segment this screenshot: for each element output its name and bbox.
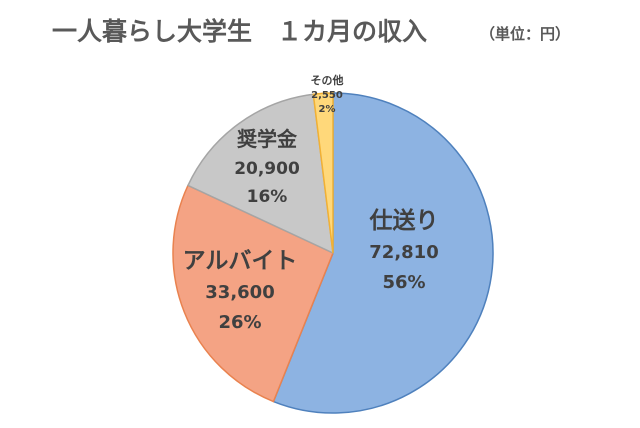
slice-name-label-3: 奨学金 <box>236 127 298 151</box>
chart-unit: （単位：円） <box>480 25 570 43</box>
slice-percent-label-4: 2% <box>319 104 336 115</box>
slice-value-label-1: 72,810 <box>369 242 438 263</box>
slice-value-label-3: 20,900 <box>234 159 300 179</box>
slice-name-label-1: 仕送り <box>369 207 439 234</box>
slice-percent-label-1: 56% <box>382 272 425 293</box>
pie-labels: 仕送り 72,810 56% アルバイト 33,600 26% 奨学金 20,900 16% その… <box>183 73 439 333</box>
slice-percent-label-3: 16% <box>247 187 288 207</box>
slice-name-label-2: アルバイト <box>183 248 298 274</box>
slice-value-label-4: 2,550 <box>311 90 343 101</box>
slice-percent-label-2: 26% <box>218 312 261 333</box>
chart-title: 一人暮らし大学生 １カ月の収入 <box>52 17 427 46</box>
pie-slices <box>172 92 494 414</box>
pie-slice-2 <box>172 184 334 403</box>
slice-value-label-2: 33,600 <box>205 282 274 303</box>
slice-name-label-4: その他 <box>311 73 344 87</box>
pie-slice-4 <box>312 92 334 254</box>
pie-slice-1 <box>272 92 494 414</box>
pie-slice-3 <box>186 93 334 255</box>
